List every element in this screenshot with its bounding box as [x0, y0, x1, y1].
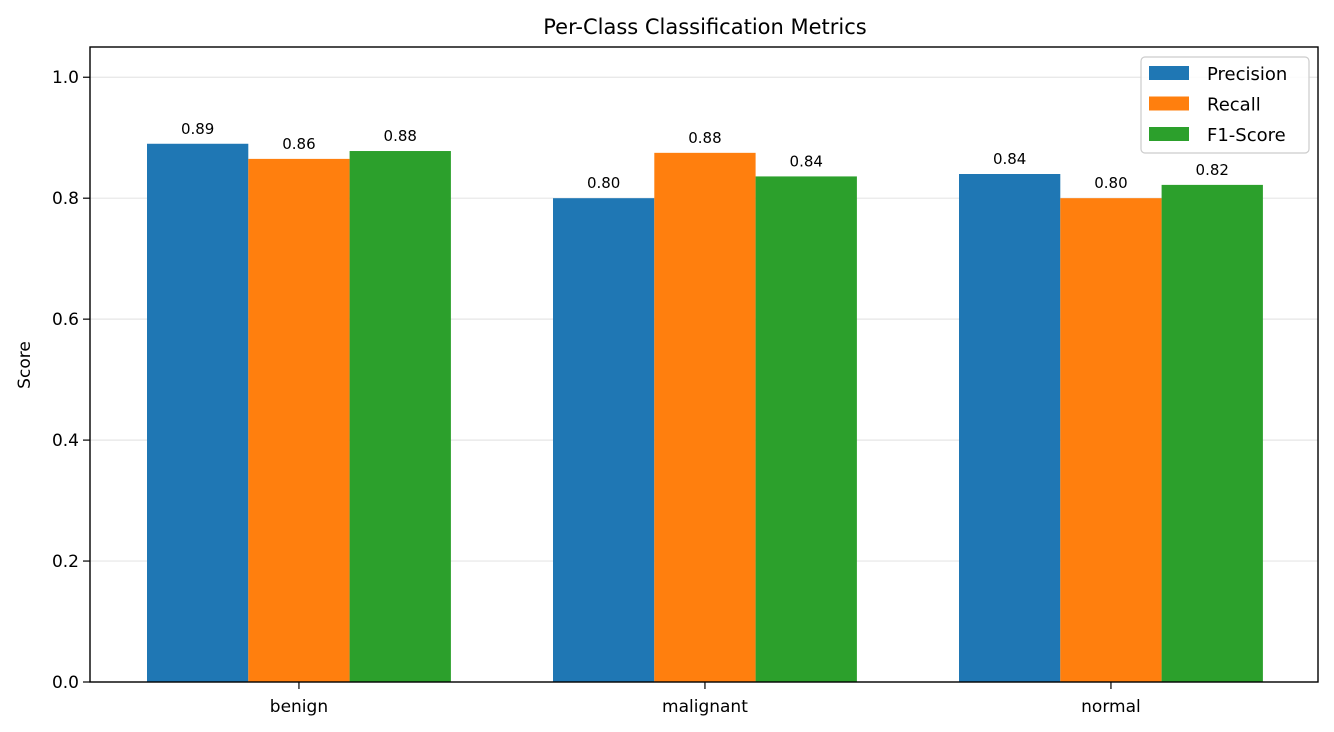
bar-precision-malignant: [553, 198, 655, 682]
x-tick-label: benign: [270, 697, 328, 717]
bar-f1-score-normal: [1161, 184, 1263, 682]
y-tick-label: 0.2: [52, 552, 79, 572]
bar-value-label: 0.84: [790, 152, 823, 170]
bar-recall-benign: [248, 158, 350, 682]
x-tick-label: malignant: [662, 697, 748, 717]
legend-swatch: [1149, 66, 1189, 80]
legend: Precision Recall F1-Score: [1140, 56, 1310, 154]
y-tick-label: 1.0: [52, 68, 79, 88]
legend-swatch: [1149, 96, 1189, 111]
legend-entry-label: Recall: [1207, 95, 1261, 116]
bars: [147, 143, 1263, 683]
chart-title: Per-Class Classification Metrics: [543, 15, 866, 39]
bar-recall-malignant: [654, 152, 756, 683]
bar-value-label: 0.82: [1196, 161, 1229, 179]
bar-value-label: 0.88: [688, 129, 721, 147]
legend-entry-label: Precision: [1207, 64, 1287, 85]
bar-value-label: 0.89: [181, 120, 214, 138]
y-axis-title: Score: [15, 341, 35, 389]
y-tick-label: 0.0: [52, 673, 79, 693]
x-tick-label: normal: [1081, 697, 1141, 717]
bar-precision-normal: [959, 174, 1061, 682]
bar-value-label: 0.84: [993, 150, 1026, 168]
legend-swatch: [1149, 127, 1189, 141]
x-axis: benign malignant normal: [270, 682, 1141, 717]
bar-f1-score-malignant: [755, 176, 857, 682]
bar-f1-score-benign: [349, 151, 451, 682]
bar-precision-benign: [147, 143, 249, 682]
y-tick-label: 0.8: [52, 189, 79, 209]
y-axis: 0.0 0.2 0.4 0.6 0.8 1.0: [52, 68, 90, 693]
y-tick-label: 0.4: [52, 431, 79, 451]
plot-frame: [89, 46, 1319, 683]
legend-entry-label: F1-Score: [1207, 125, 1286, 146]
bar-value-label: 0.86: [282, 135, 315, 153]
bar-value-label: 0.88: [384, 127, 417, 145]
y-tick-label: 0.6: [52, 310, 79, 330]
bar-value-label: 0.80: [1094, 174, 1127, 192]
bar-recall-normal: [1060, 198, 1162, 682]
bar-value-label: 0.80: [587, 174, 620, 192]
data-labels: 0.89 0.86 0.88 0.80 0.88 0.84 0.84 0.80 0.82: [181, 120, 1229, 192]
